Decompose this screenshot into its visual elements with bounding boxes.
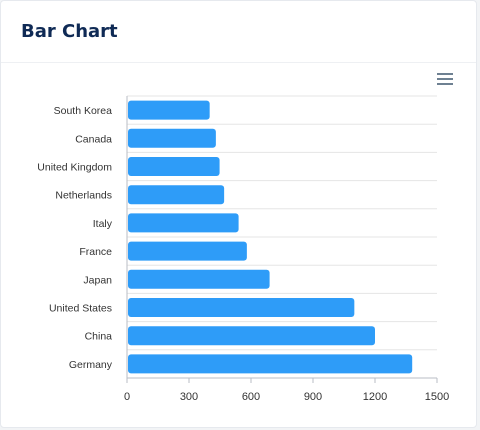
bar xyxy=(128,100,210,120)
category-label: China xyxy=(85,331,113,343)
category-label: Italy xyxy=(93,218,113,230)
card-header xyxy=(1,1,476,63)
x-tick-label: 600 xyxy=(242,391,260,403)
x-tick-label: 900 xyxy=(304,391,322,403)
bar xyxy=(128,128,216,148)
category-label: United Kingdom xyxy=(37,162,112,174)
category-label: United States xyxy=(49,303,112,315)
bar xyxy=(128,326,375,346)
category-label: South Korea xyxy=(54,105,113,117)
grid-layer xyxy=(126,95,438,383)
category-label: Japan xyxy=(83,274,112,286)
category-label: Germany xyxy=(69,359,113,371)
bar xyxy=(128,185,225,205)
bar xyxy=(128,157,220,176)
x-tick-label: 1200 xyxy=(363,391,387,403)
bar xyxy=(128,354,413,374)
bar-layer xyxy=(128,100,413,374)
category-label: France xyxy=(79,246,112,258)
category-label: Netherlands xyxy=(55,190,112,202)
bar xyxy=(128,269,270,289)
x-tick-label: 1500 xyxy=(425,391,449,403)
bar xyxy=(128,298,355,317)
category-label: Canada xyxy=(75,133,112,145)
hamburger-menu-icon[interactable] xyxy=(437,72,455,86)
x-tick-label: 0 xyxy=(124,391,130,403)
label-layer: 0 300 600 900 1200 1500 South Korea Canada Unite… xyxy=(37,105,449,403)
x-tick-label: 300 xyxy=(180,391,198,403)
bar xyxy=(128,213,239,233)
bar xyxy=(128,241,247,261)
card-title: Bar Chart xyxy=(21,21,118,42)
